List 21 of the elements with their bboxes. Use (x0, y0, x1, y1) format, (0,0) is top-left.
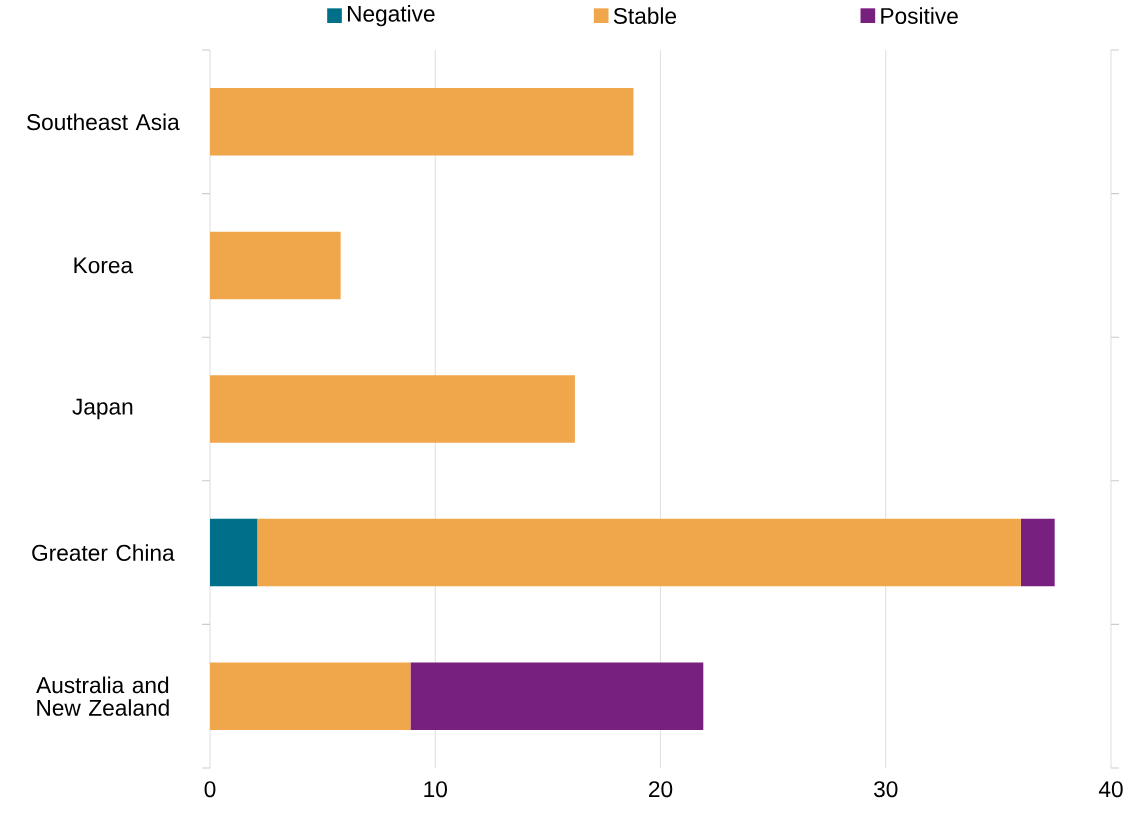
x-tick-label: 40 (1098, 781, 1123, 798)
y-tick-label: Korea (74, 257, 134, 274)
bar (210, 662, 411, 730)
legend-label: Stable (613, 7, 677, 24)
bar (257, 518, 1021, 587)
y-tick-label: Japan (72, 398, 133, 420)
bar (210, 231, 341, 300)
bar (210, 375, 575, 443)
bar (210, 518, 258, 587)
bar (1020, 518, 1055, 587)
y-tick-label: Southeast Asia (27, 113, 180, 131)
legend-label: Positive (881, 7, 958, 24)
bar (210, 88, 634, 156)
x-tick-label: 30 (874, 781, 898, 798)
x-tick-label: 20 (649, 781, 673, 798)
x-tick-label: 10 (424, 781, 447, 798)
x-tick-label: 0 (204, 781, 216, 798)
y-tick-label: Australia and New Zealand (36, 676, 169, 716)
y-tick-label: Greater China (32, 544, 175, 561)
bar (410, 662, 704, 730)
legend-label: Negative (347, 5, 435, 27)
